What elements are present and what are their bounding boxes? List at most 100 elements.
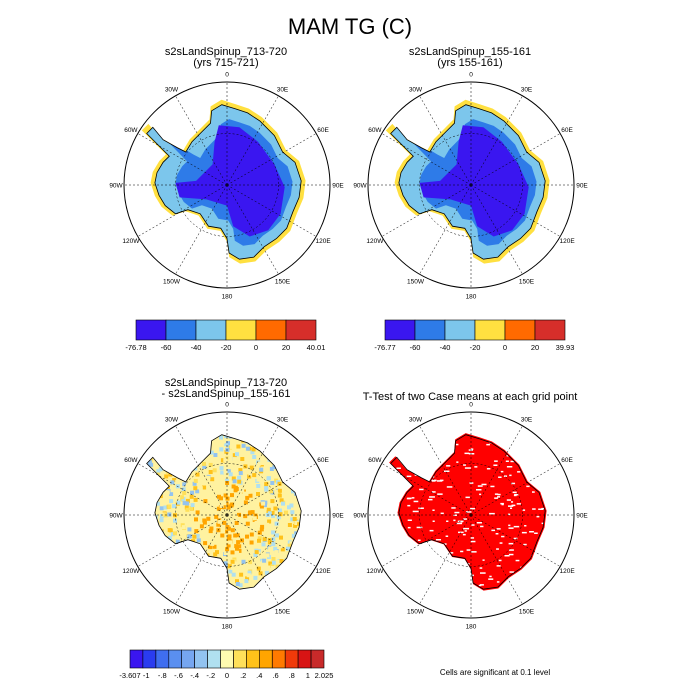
nonsig-cell	[451, 507, 456, 509]
nonsig-cell	[482, 559, 485, 561]
nonsig-cell	[491, 529, 496, 532]
diff-cell	[208, 470, 213, 474]
diff-cell	[164, 474, 169, 479]
nonsig-cell	[496, 581, 500, 583]
longitude-label: 90E	[576, 183, 588, 190]
nonsig-cell	[476, 489, 482, 491]
diff-cell	[221, 529, 226, 534]
longitude-label: 120E	[316, 238, 332, 245]
diff-cell	[229, 465, 234, 470]
diff-cell	[240, 495, 245, 500]
diff-cell	[266, 476, 271, 481]
nonsig-cell	[474, 466, 478, 468]
diff-cell	[220, 470, 225, 475]
diff-cell	[237, 475, 242, 480]
nonsig-cell	[508, 542, 514, 545]
nonsig-cell	[511, 482, 516, 485]
diff-cell	[287, 523, 292, 527]
diff-cell	[264, 485, 269, 490]
nonsig-cell	[521, 531, 527, 534]
colorbar-3-tick-label: .6	[272, 671, 278, 680]
colorbar-1-tick-label: -20	[221, 343, 232, 352]
diff-cell	[222, 520, 227, 525]
diff-cell	[234, 521, 239, 525]
diff-cell	[164, 528, 168, 533]
diff-cell	[290, 510, 295, 515]
colorbar-2-tick-label: -60	[410, 343, 421, 352]
nonsig-cell	[411, 497, 415, 499]
nonsig-cell	[513, 494, 517, 497]
longitude-label: 180	[466, 624, 477, 631]
diff-cell	[199, 500, 204, 505]
diff-cell	[223, 469, 228, 474]
diff-cell	[251, 447, 256, 452]
diff-cell	[247, 570, 252, 575]
longitude-label: 30W	[409, 416, 423, 423]
diff-cell	[187, 534, 192, 539]
diff-cell	[267, 519, 272, 524]
diff-cell	[206, 475, 211, 480]
diff-cell	[165, 496, 169, 501]
diff-cell	[243, 500, 248, 505]
diff-cell	[270, 499, 275, 504]
nonsig-cell	[429, 529, 434, 532]
diff-cell	[192, 534, 197, 539]
nonsig-cell	[510, 460, 515, 463]
diff-cell	[249, 532, 254, 537]
nonsig-cell	[470, 537, 475, 539]
diff-cell	[271, 537, 276, 542]
nonsig-cell	[463, 518, 467, 520]
longitude-line	[226, 463, 317, 516]
nonsig-cell	[479, 567, 483, 569]
nonsig-cell	[538, 508, 544, 510]
diff-cell	[225, 478, 229, 483]
diff-cell	[274, 550, 279, 555]
panel-2-title-line2: (yrs 155-161)	[437, 57, 503, 69]
nonsig-cell	[407, 519, 412, 521]
diff-cell	[219, 435, 223, 440]
latitude-circle	[175, 463, 279, 567]
longitude-line	[226, 514, 279, 605]
longitude-line	[175, 514, 228, 605]
panel-2-title-line1: s2sLandSpinup_155-161	[408, 46, 532, 58]
nonsig-cell	[453, 514, 457, 516]
diff-cell	[170, 532, 175, 537]
colorbar-1-tick-label: 40.01	[307, 343, 326, 352]
diff-cell	[278, 525, 282, 529]
diff-cell	[169, 499, 174, 504]
nonsig-cell	[494, 493, 499, 495]
longitude-line	[381, 184, 472, 237]
longitude-label: 90W	[109, 513, 123, 520]
diff-cell	[153, 511, 158, 516]
diff-cell	[222, 480, 227, 485]
colorbar-3-swatch	[233, 649, 247, 669]
diff-cell	[209, 526, 214, 531]
diff-cell	[277, 508, 282, 513]
longitude-line	[470, 184, 523, 275]
diff-cell	[202, 461, 206, 466]
nonsig-cell	[503, 475, 508, 477]
diff-cell	[270, 481, 275, 485]
longitude-label: 30E	[521, 416, 533, 423]
diff-cell	[212, 484, 217, 489]
coastline	[146, 104, 302, 260]
diff-cell	[293, 523, 298, 528]
nonsig-cell	[489, 512, 495, 515]
diff-cell	[257, 530, 262, 535]
diff-cell	[214, 514, 219, 519]
diff-cell	[244, 579, 249, 584]
diff-cell	[213, 552, 218, 557]
diff-cell	[228, 540, 233, 545]
diff-cell	[211, 520, 216, 525]
diff-cell	[221, 453, 226, 458]
longitude-label: 30W	[165, 86, 179, 93]
longitude-label: 60E	[317, 457, 329, 464]
colorbar-3-swatch	[155, 649, 170, 669]
longitude-label: 0	[225, 72, 229, 79]
diff-cell	[231, 448, 236, 453]
diff-cell	[201, 470, 206, 475]
nonsig-cell	[417, 539, 421, 541]
longitude-label: 30W	[409, 86, 423, 93]
